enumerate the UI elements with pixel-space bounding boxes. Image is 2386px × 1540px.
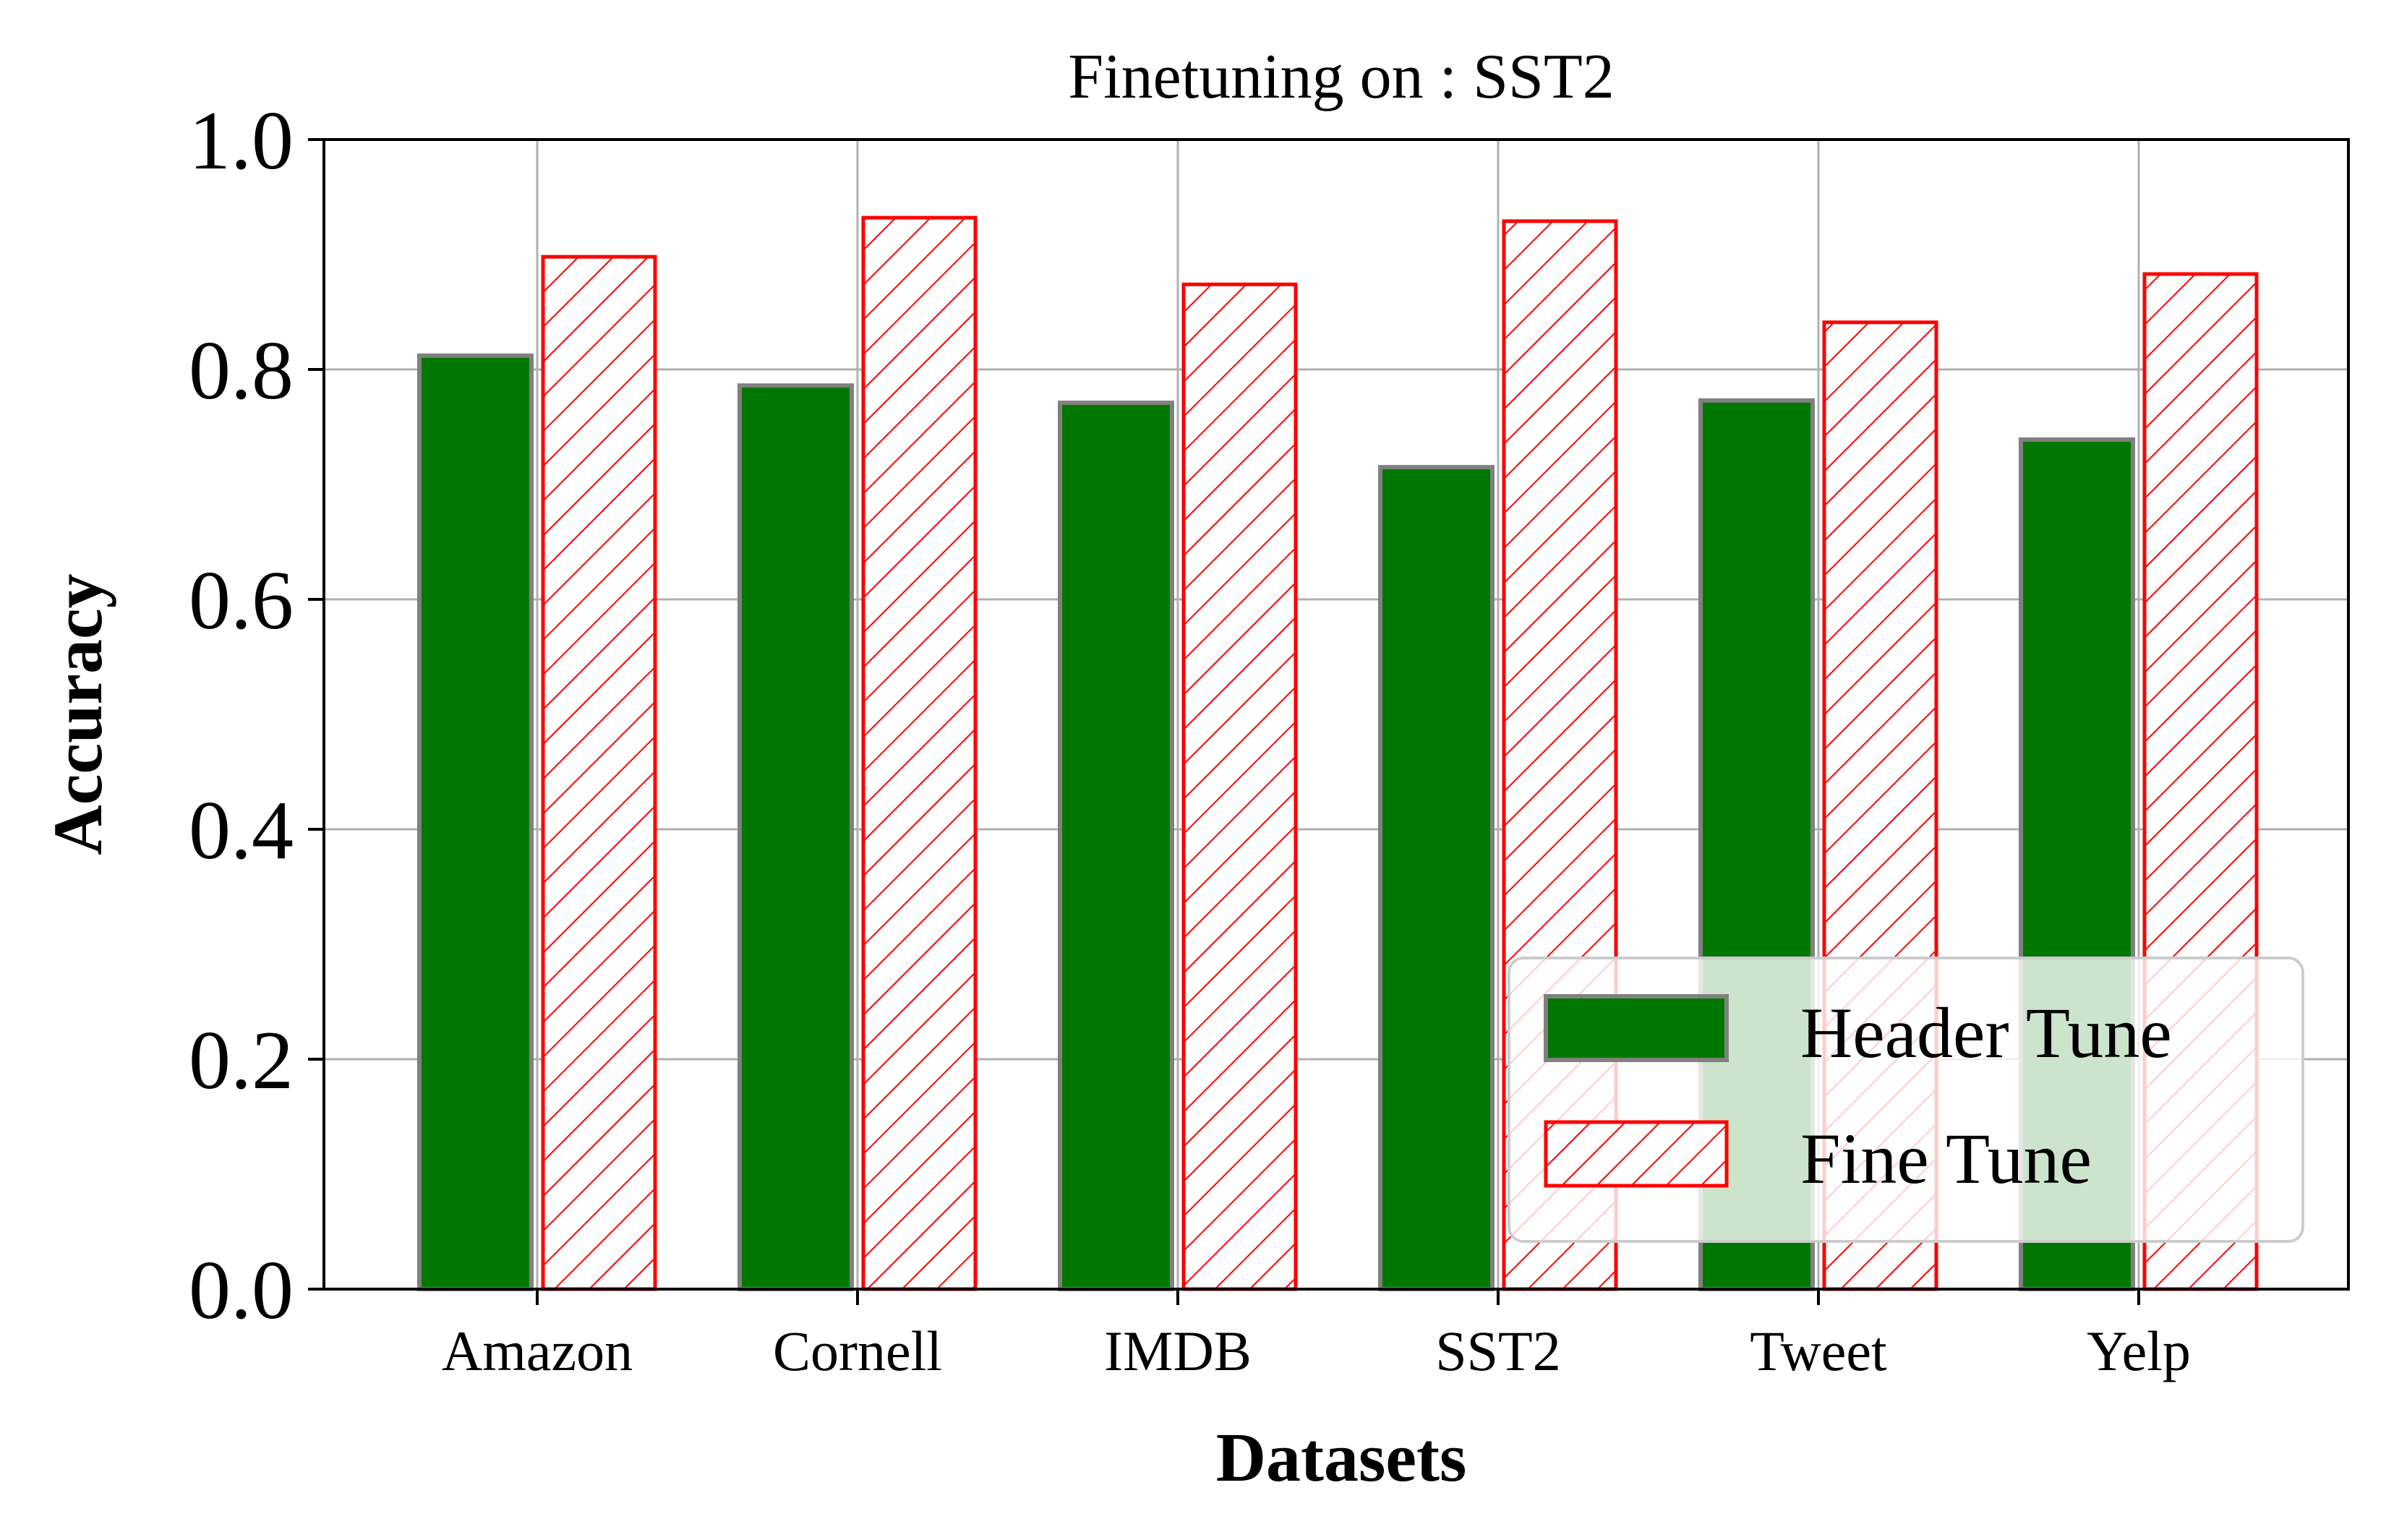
y-tick-label: 0.6 — [189, 555, 294, 647]
bar-header-tune-imdb — [1058, 401, 1174, 1291]
legend: Header Tune Fine Tune — [1508, 957, 2304, 1243]
y-ticks: 0.0 0.2 0.4 0.6 0.8 1.0 — [189, 95, 324, 1337]
y-tick-label: 0.0 — [189, 1244, 294, 1337]
y-tick-label: 0.4 — [189, 784, 294, 877]
legend-label-fine-tune: Fine Tune — [1800, 1118, 2092, 1199]
y-tick-label: 0.2 — [189, 1014, 294, 1107]
x-axis-label: Datasets — [1216, 1419, 1467, 1496]
x-tick-label: Yelp — [2087, 1319, 2191, 1382]
legend-label-header-tune: Header Tune — [1800, 993, 2172, 1073]
x-tick-label: SST2 — [1435, 1319, 1560, 1382]
bar-fine-tune-amazon — [541, 254, 657, 1291]
bar-fine-tune-cornell — [861, 215, 978, 1291]
plot-frame — [322, 138, 2350, 1291]
bars — [417, 215, 2259, 1291]
legend-swatch-fine-tune — [1544, 1120, 1729, 1188]
bar-fine-tune-imdb — [1181, 282, 1298, 1291]
x-tick-label: IMDB — [1104, 1319, 1252, 1382]
x-tick-label: Amazon — [442, 1319, 633, 1382]
x-tick-label: Cornell — [773, 1319, 942, 1382]
bar-header-tune-sst2 — [1378, 465, 1495, 1291]
x-tick-label: Tweet — [1750, 1319, 1887, 1382]
bar-header-tune-cornell — [737, 383, 854, 1291]
legend-swatch-header-tune — [1544, 994, 1729, 1062]
y-tick-label: 1.0 — [189, 95, 294, 187]
chart-title: Finetuning on : SST2 — [1068, 42, 1614, 112]
bar-header-tune-amazon — [417, 353, 534, 1291]
y-tick-label: 0.8 — [189, 325, 294, 417]
y-axis-label: Accuracy — [39, 573, 116, 855]
x-ticks: Amazon Cornell IMDB SST2 Tweet Yelp — [442, 1289, 2191, 1382]
